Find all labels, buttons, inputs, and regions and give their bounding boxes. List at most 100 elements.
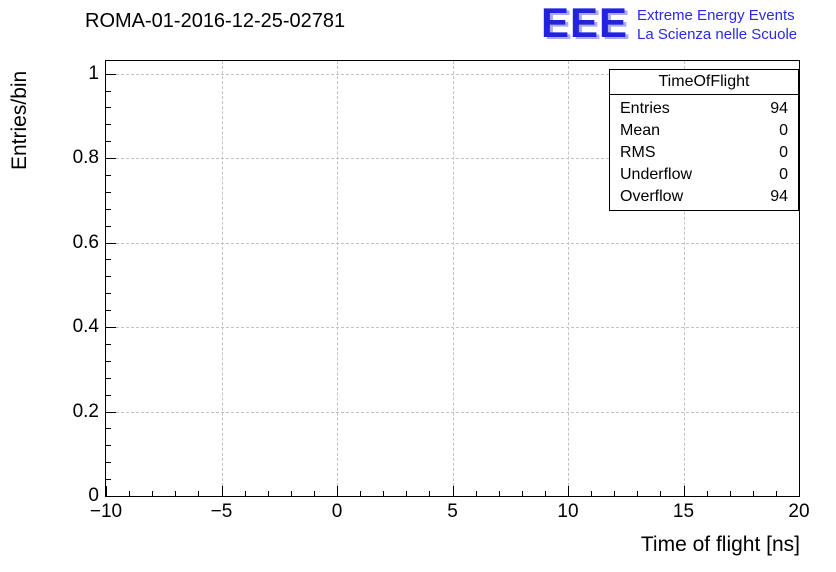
x-axis-title: Time of flight [ns] bbox=[640, 533, 800, 556]
gridline-horizontal bbox=[106, 411, 799, 413]
eee-logo: EEE Extreme Energy Events La Scienza nel… bbox=[541, 2, 797, 44]
eee-logo-subtitles: Extreme Energy Events La Scienza nelle S… bbox=[637, 6, 797, 44]
plot-frame: TimeOfFlight Entries 94 Mean 0 RMS 0 Underflow… bbox=[73, 60, 810, 522]
eee-logo-text: EEE bbox=[541, 0, 629, 46]
x-axis-minor-tick bbox=[475, 491, 477, 496]
x-axis-major-tick bbox=[683, 486, 685, 496]
stats-row-label: Overflow bbox=[620, 188, 684, 205]
plot-title: ROMA-01-2016-12-25-02781 bbox=[85, 10, 346, 32]
stats-row: Underflow 0 bbox=[610, 163, 798, 185]
stats-row-value: 0 bbox=[779, 122, 788, 139]
x-tick-label: 5 bbox=[447, 501, 458, 522]
y-axis-minor-tick bbox=[106, 343, 111, 345]
x-axis-minor-tick bbox=[544, 491, 546, 496]
y-axis-minor-tick bbox=[106, 479, 111, 481]
gridline-horizontal bbox=[106, 242, 799, 244]
x-tick-label: −10 bbox=[89, 501, 123, 522]
x-axis-major-tick bbox=[568, 486, 569, 496]
gridline-vertical bbox=[221, 61, 223, 496]
y-tick-label: 0 bbox=[88, 485, 99, 506]
y-axis-minor-tick bbox=[106, 445, 111, 447]
x-axis-minor-tick bbox=[775, 491, 777, 496]
y-axis-minor-tick bbox=[106, 225, 111, 227]
x-axis-minor-tick bbox=[175, 491, 177, 496]
gridline-vertical bbox=[568, 61, 569, 496]
y-tick-label: 0.8 bbox=[72, 147, 99, 169]
y-axis-minor-tick bbox=[106, 208, 111, 210]
x-axis-minor-tick bbox=[198, 491, 200, 496]
stats-row-label: Mean bbox=[620, 122, 661, 139]
stats-rows: Entries 94 Mean 0 RMS 0 Underflow 0 Overflow 94 bbox=[610, 95, 798, 210]
x-axis-minor-tick bbox=[706, 491, 708, 496]
stats-title: TimeOfFlight bbox=[610, 70, 798, 95]
y-axis-major-tick bbox=[106, 411, 116, 413]
y-axis-minor-tick bbox=[106, 259, 111, 261]
x-axis-minor-tick bbox=[614, 491, 616, 496]
stats-row: Mean 0 bbox=[610, 119, 798, 141]
x-axis-minor-tick bbox=[498, 491, 500, 496]
x-axis-minor-tick bbox=[383, 491, 385, 496]
x-axis-minor-tick bbox=[521, 491, 523, 496]
gridline-vertical bbox=[452, 61, 454, 496]
x-axis-minor-tick bbox=[429, 491, 431, 496]
stats-row: Overflow 94 bbox=[610, 185, 798, 207]
stats-row-value: 0 bbox=[779, 144, 788, 161]
y-axis-major-tick bbox=[106, 496, 116, 497]
gridline-horizontal bbox=[106, 158, 799, 160]
gridline-vertical bbox=[337, 61, 338, 496]
y-axis-title: Entries/bin bbox=[8, 70, 31, 170]
stats-row-label: Underflow bbox=[620, 166, 693, 183]
stats-row-value: 94 bbox=[770, 188, 788, 205]
x-axis-major-tick bbox=[799, 486, 800, 496]
x-axis-major-tick bbox=[337, 486, 338, 496]
y-axis-minor-tick bbox=[106, 141, 111, 143]
stats-row: RMS 0 bbox=[610, 141, 798, 163]
x-axis-major-tick bbox=[106, 486, 107, 496]
stats-row-value: 0 bbox=[779, 166, 788, 183]
x-axis-minor-tick bbox=[406, 491, 408, 496]
y-axis-minor-tick bbox=[106, 107, 111, 109]
y-axis-minor-tick bbox=[106, 175, 111, 177]
y-axis-minor-tick bbox=[106, 462, 111, 464]
y-tick-label: 1 bbox=[88, 62, 99, 84]
y-tick-label: 0.2 bbox=[72, 400, 99, 422]
x-tick-label: 15 bbox=[672, 501, 695, 522]
y-axis-minor-tick bbox=[106, 394, 111, 396]
logo-subtitle-line2: La Scienza nelle Scuole bbox=[637, 26, 798, 43]
x-axis-minor-tick bbox=[313, 491, 315, 496]
y-tick-label: 0.4 bbox=[72, 316, 99, 338]
x-tick-label: −5 bbox=[210, 501, 233, 522]
x-axis-major-tick bbox=[221, 486, 223, 496]
x-axis-minor-tick bbox=[267, 491, 269, 496]
logo-subtitle-line1: Extreme Energy Events bbox=[637, 7, 795, 24]
y-axis-minor-tick bbox=[106, 377, 111, 379]
y-axis-minor-tick bbox=[106, 191, 111, 193]
y-axis-major-tick bbox=[106, 158, 116, 160]
x-axis-minor-tick bbox=[129, 491, 131, 496]
x-axis-minor-tick bbox=[152, 491, 154, 496]
x-tick-label: 20 bbox=[788, 501, 810, 522]
gridline-vertical bbox=[683, 61, 685, 496]
stats-row-value: 94 bbox=[770, 100, 788, 117]
x-tick-label: 0 bbox=[331, 501, 343, 522]
x-axis-minor-tick bbox=[752, 491, 754, 496]
x-axis-major-tick bbox=[452, 486, 454, 496]
x-tick-label: 10 bbox=[557, 501, 579, 522]
y-axis-major-tick bbox=[106, 242, 116, 244]
y-tick-label: 0.6 bbox=[72, 231, 99, 253]
x-axis-minor-tick bbox=[729, 491, 731, 496]
stats-row: Entries 94 bbox=[610, 97, 798, 119]
y-axis-minor-tick bbox=[106, 124, 111, 126]
y-axis-minor-tick bbox=[106, 428, 111, 430]
x-axis-minor-tick bbox=[660, 491, 662, 496]
stats-box: TimeOfFlight Entries 94 Mean 0 RMS 0 Underflow… bbox=[609, 69, 799, 211]
y-axis-major-tick bbox=[106, 73, 116, 75]
stats-row-label: RMS bbox=[620, 144, 656, 161]
y-axis-minor-tick bbox=[106, 276, 111, 278]
y-axis-minor-tick bbox=[106, 293, 111, 295]
gridline-horizontal bbox=[106, 73, 799, 75]
x-axis-minor-tick bbox=[360, 491, 362, 496]
x-axis-minor-tick bbox=[244, 491, 246, 496]
y-axis-minor-tick bbox=[106, 360, 111, 362]
